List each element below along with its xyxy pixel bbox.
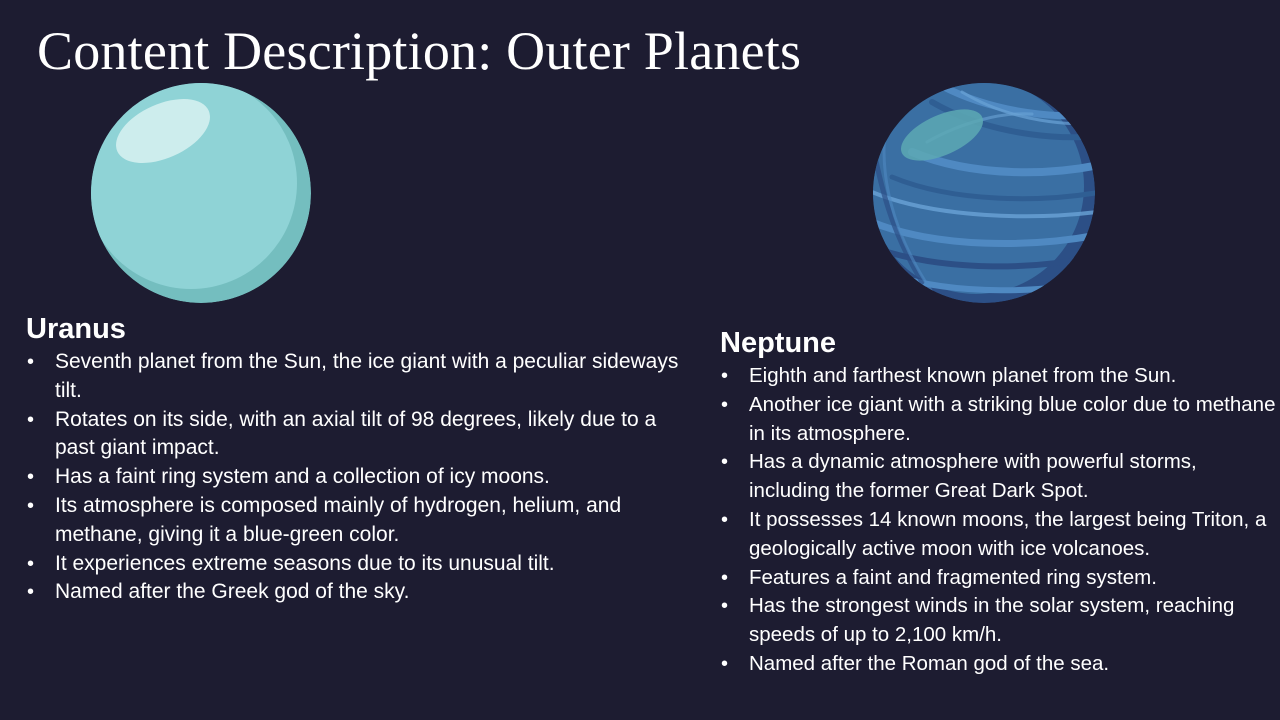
uranus-fact: Has a faint ring system and a collection… [26,463,696,492]
neptune-fact-list: Eighth and farthest known planet from th… [720,362,1276,679]
neptune-fact: Has the strongest winds in the solar sys… [720,592,1276,650]
uranus-section: Uranus Seventh planet from the Sun, the … [26,311,696,607]
slide-title: Content Description: Outer Planets [37,21,802,81]
uranus-planet-icon [91,83,311,303]
uranus-fact: Rotates on its side, with an axial tilt … [26,406,696,464]
neptune-section: Neptune Eighth and farthest known planet… [720,325,1276,679]
neptune-fact: Features a faint and fragmented ring sys… [720,564,1276,593]
uranus-heading: Uranus [26,313,126,345]
uranus-fact: Named after the Greek god of the sky. [26,578,696,607]
uranus-fact: It experiences extreme seasons due to it… [26,550,696,579]
uranus-highlight [116,99,210,163]
neptune-fact: Named after the Roman god of the sea. [720,650,1276,679]
neptune-heading: Neptune [720,327,836,359]
neptune-fact: Eighth and farthest known planet from th… [720,362,1276,391]
neptune-planet-icon [873,83,1095,303]
uranus-fact-list: Seventh planet from the Sun, the ice gia… [26,348,696,607]
neptune-fact: It possesses 14 known moons, the largest… [720,506,1276,564]
neptune-fact: Another ice giant with a striking blue c… [720,391,1276,449]
neptune-highlight [900,109,984,161]
neptune-fact: Has a dynamic atmosphere with powerful s… [720,448,1276,506]
uranus-fact: Seventh planet from the Sun, the ice gia… [26,348,696,406]
uranus-fact: Its atmosphere is composed mainly of hyd… [26,492,696,550]
